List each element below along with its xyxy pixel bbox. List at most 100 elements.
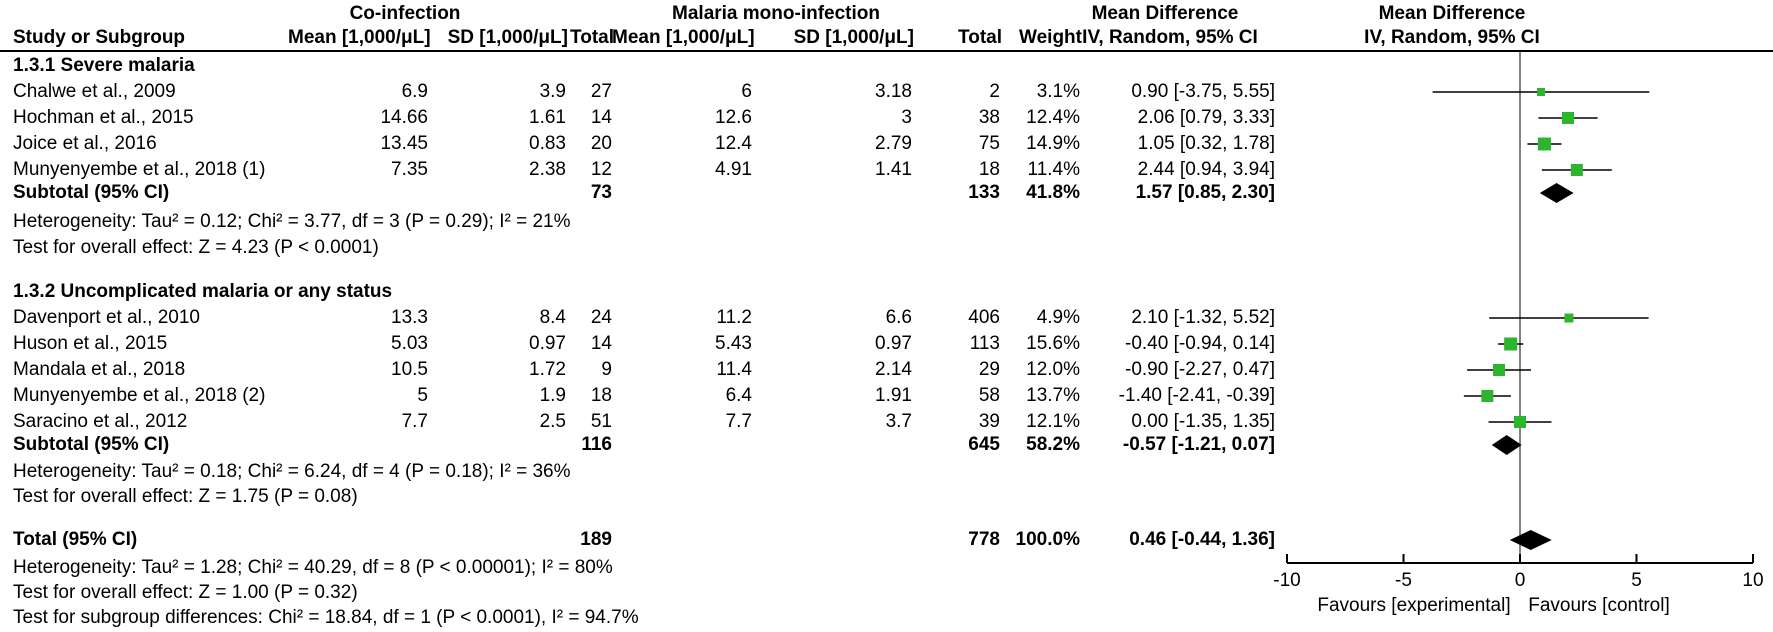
effect-square	[1564, 313, 1574, 323]
total-mono: 18	[978, 159, 1000, 180]
total-mono: 58	[978, 385, 1000, 406]
weight-value: 14.9%	[1026, 133, 1080, 154]
subtotal-label: Subtotal (95% CI)	[13, 434, 170, 455]
heterogeneity-note: Heterogeneity: Tau² = 0.12; Chi² = 3.77,…	[13, 211, 571, 232]
mean-coinfection: 14.66	[380, 107, 428, 128]
sd-coinfection: 1.61	[529, 107, 566, 128]
study-name: Mandala et al., 2018	[13, 359, 186, 380]
md-ci-value: 0.00 [-1.35, 1.35]	[1131, 411, 1275, 432]
pooled-diamond	[1509, 530, 1552, 550]
sd-mono: 3.18	[875, 81, 912, 102]
md-ci-value: -0.90 [-2.27, 0.47]	[1125, 359, 1275, 380]
column-header-sd-coinfection: SD [1,000/μL]	[447, 27, 568, 48]
x-axis-tick-label: 10	[1742, 570, 1763, 591]
mean-mono: 4.91	[715, 159, 752, 180]
effect-square	[1537, 137, 1551, 151]
effect-square	[1570, 164, 1583, 176]
study-name: Huson et al., 2015	[13, 333, 168, 354]
total-coinfection: 18	[590, 385, 612, 406]
column-header-method-text: IV, Random, 95% CI	[1082, 27, 1258, 48]
total-mono: 39	[978, 411, 1000, 432]
mean-coinfection: 13.3	[391, 307, 428, 328]
md-ci-value: 0.90 [-3.75, 5.55]	[1131, 81, 1275, 102]
md-ci-value: 2.10 [-1.32, 5.52]	[1131, 307, 1275, 328]
total-coinfection: 9	[601, 359, 612, 380]
group-header-mono-infection: Malaria mono-infection	[672, 3, 880, 24]
total-mono: 406	[968, 307, 1000, 328]
mean-mono: 12.4	[715, 133, 752, 154]
total-mono: 113	[969, 333, 1000, 354]
heterogeneity-note: Heterogeneity: Tau² = 0.18; Chi² = 6.24,…	[13, 461, 571, 482]
subgroup-differences-note: Test for subgroup differences: Chi² = 18…	[13, 607, 639, 628]
weight-value: 12.4%	[1026, 107, 1080, 128]
effect-square	[1514, 416, 1526, 428]
sd-mono: 3	[901, 107, 912, 128]
total-heterogeneity-note: Heterogeneity: Tau² = 1.28; Chi² = 40.29…	[13, 557, 613, 578]
column-header-mean-difference-plot: Mean Difference	[1378, 3, 1526, 24]
mean-coinfection: 7.7	[401, 411, 428, 432]
total-coinfection: 12	[590, 159, 612, 180]
mean-mono: 7.7	[725, 411, 752, 432]
sd-mono: 2.79	[875, 133, 912, 154]
subtotal-total-mono: 645	[968, 434, 1000, 455]
subtotal-md-ci: -0.57 [-1.21, 0.07]	[1122, 434, 1275, 455]
total-coinfection: 189	[580, 529, 612, 550]
pooled-diamond	[1539, 183, 1574, 203]
column-header-weight: Weight	[1019, 27, 1082, 48]
group-header-coinfection: Co-infection	[349, 3, 461, 24]
mean-mono: 11.2	[716, 307, 752, 328]
subtotal-md-ci: 1.57 [0.85, 2.30]	[1135, 182, 1275, 203]
weight-value: 4.9%	[1036, 307, 1080, 328]
effect-square	[1536, 88, 1545, 96]
column-header-mean-mono: Mean [1,000/μL]	[612, 27, 755, 48]
column-header-mean-difference-text: Mean Difference	[1091, 3, 1239, 24]
study-name: Munyenyembe et al., 2018 (2)	[13, 385, 266, 406]
md-ci-value: -1.40 [-2.41, -0.39]	[1118, 385, 1275, 406]
subtotal-total-mono: 133	[968, 182, 1000, 203]
total-overall-effect-note: Test for overall effect: Z = 1.00 (P = 0…	[13, 582, 358, 603]
mean-mono: 12.6	[715, 107, 752, 128]
md-ci-value: 2.44 [0.94, 3.94]	[1137, 159, 1275, 180]
sd-mono: 6.6	[885, 307, 912, 328]
mean-coinfection: 5.03	[391, 333, 428, 354]
study-name: Joice et al., 2016	[13, 133, 157, 154]
subgroup-title: 1.3.1 Severe malaria	[13, 55, 195, 76]
mean-coinfection: 6.9	[401, 81, 428, 102]
sd-mono: 1.91	[875, 385, 912, 406]
favours-right-label: Favours [control]	[1528, 595, 1670, 616]
subtotal-weight: 41.8%	[1026, 182, 1080, 203]
sd-mono: 3.7	[885, 411, 912, 432]
column-header-sd-mono: SD [1,000/μL]	[793, 27, 914, 48]
column-header-method-plot: IV, Random, 95% CI	[1364, 27, 1540, 48]
effect-square	[1481, 390, 1494, 402]
mean-mono: 5.43	[715, 333, 752, 354]
mean-coinfection: 7.35	[391, 159, 428, 180]
column-header-total-coinfection: Total	[570, 27, 614, 48]
column-header-mean-coinfection: Mean [1,000/μL]	[288, 27, 431, 48]
weight-value: 12.0%	[1026, 359, 1080, 380]
weight-value: 13.7%	[1026, 385, 1080, 406]
sd-coinfection: 2.5	[539, 411, 566, 432]
sd-coinfection: 1.72	[529, 359, 566, 380]
x-axis-tick-label: 5	[1631, 570, 1642, 591]
x-axis-tick-label: -10	[1273, 570, 1300, 591]
mean-mono: 11.4	[716, 359, 752, 380]
overall-effect-note: Test for overall effect: Z = 1.75 (P = 0…	[13, 486, 358, 507]
md-ci-value: 2.06 [0.79, 3.33]	[1137, 107, 1275, 128]
subtotal-total-coinfection: 73	[590, 182, 612, 203]
x-axis-tick-label: -5	[1395, 570, 1412, 591]
sd-coinfection: 0.97	[529, 333, 566, 354]
weight-value: 11.4%	[1027, 159, 1080, 180]
total-coinfection: 24	[590, 307, 612, 328]
column-header-total-mono: Total	[958, 27, 1002, 48]
weight-value: 12.1%	[1026, 411, 1080, 432]
md-ci-value: -0.40 [-0.94, 0.14]	[1125, 333, 1275, 354]
effect-square	[1504, 337, 1518, 351]
mean-coinfection: 13.45	[380, 133, 428, 154]
x-axis-tick-label: 0	[1515, 570, 1526, 591]
subtotal-label: Subtotal (95% CI)	[13, 182, 170, 203]
sd-coinfection: 3.9	[539, 81, 566, 102]
subtotal-weight: 58.2%	[1026, 434, 1080, 455]
